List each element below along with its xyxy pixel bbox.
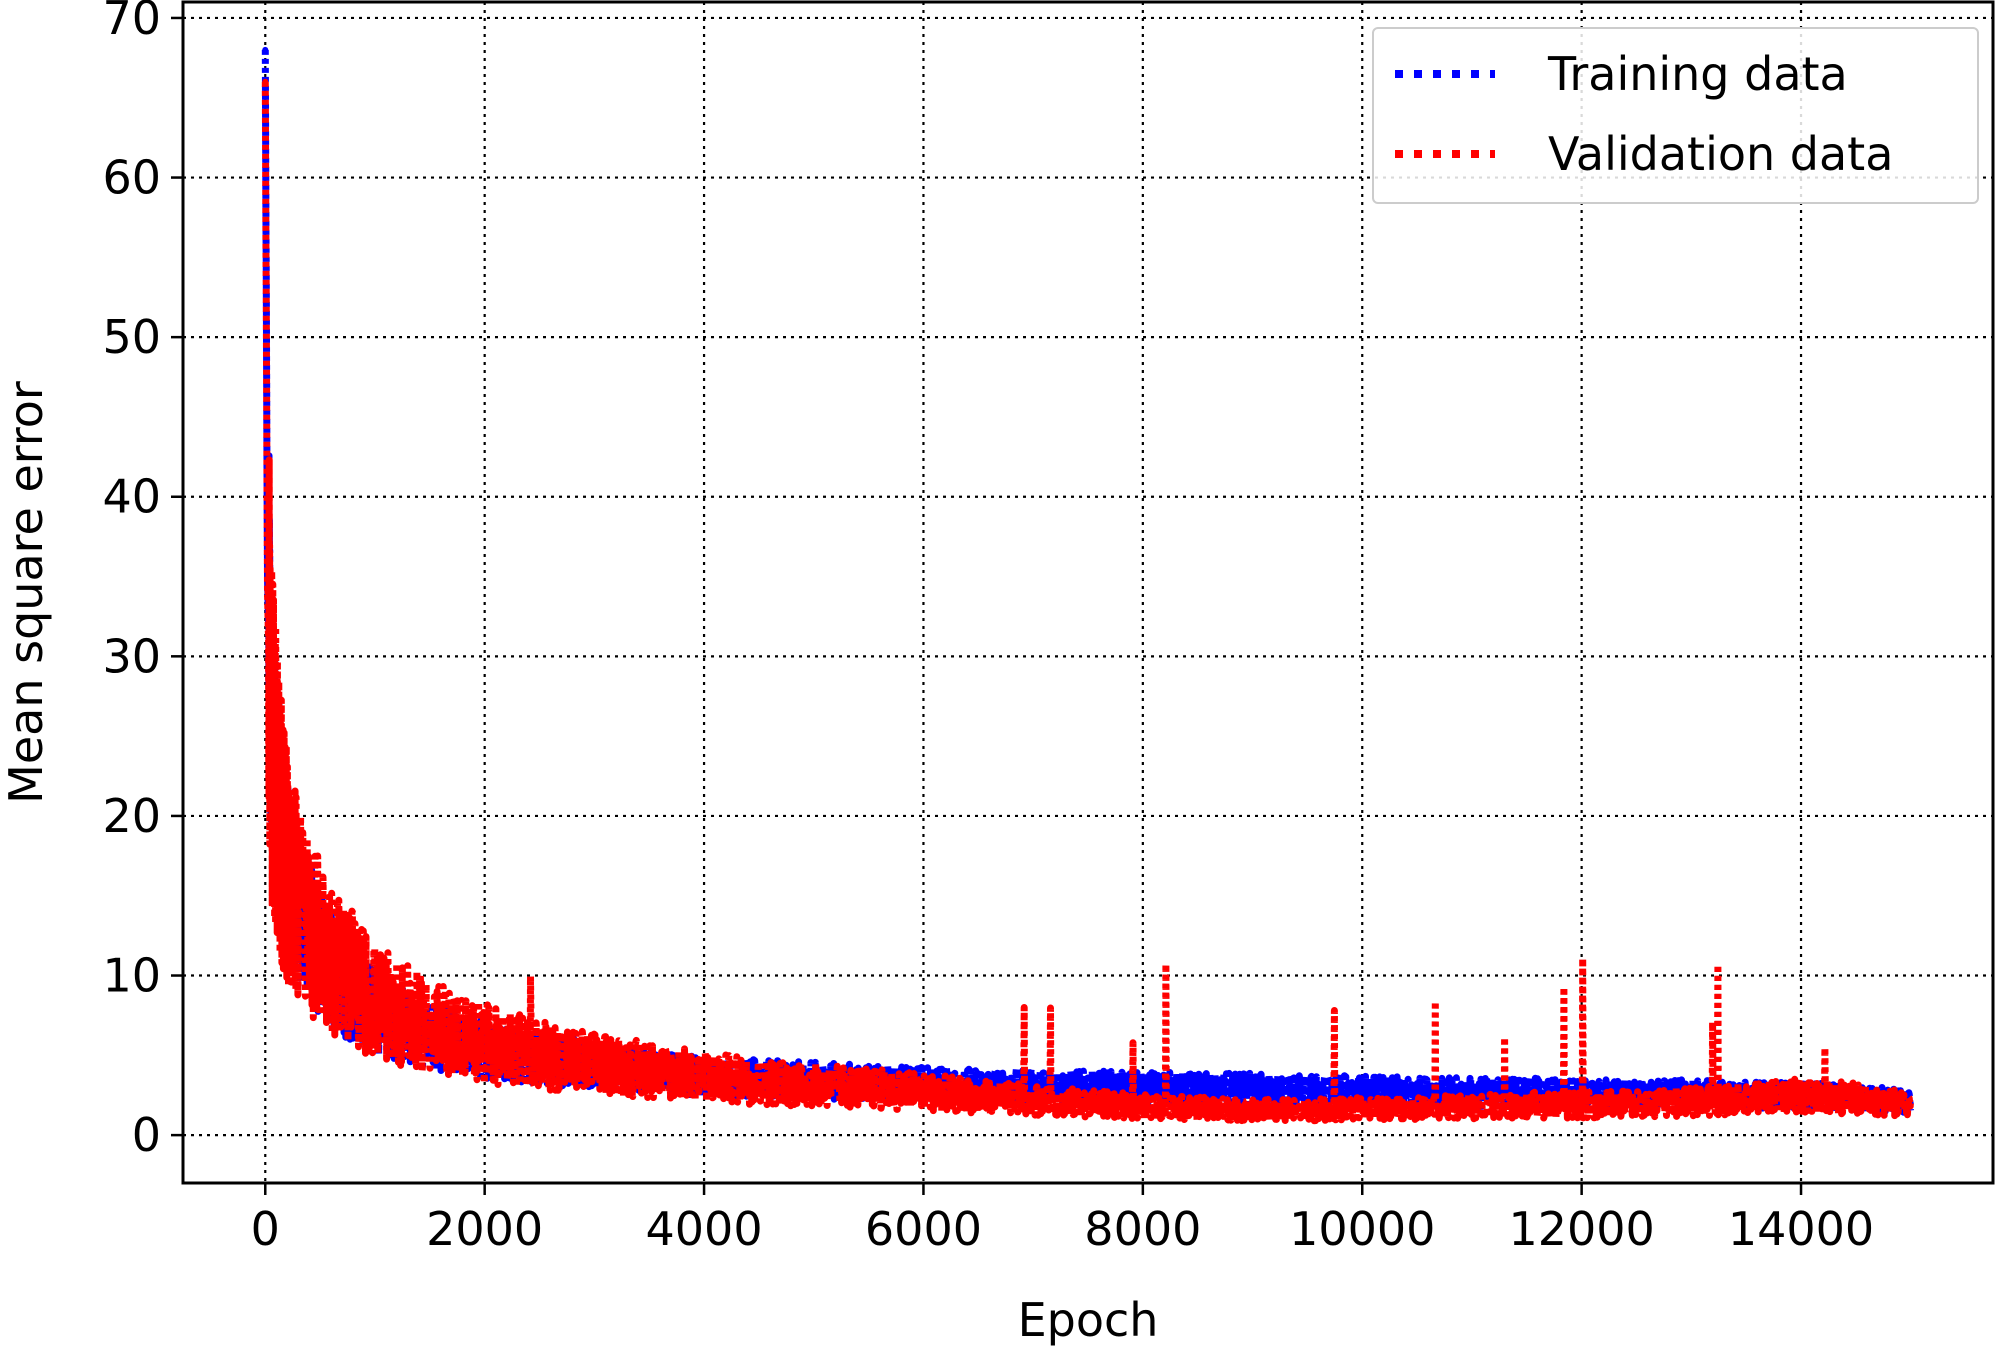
data-point-validation [1359, 1106, 1366, 1113]
y-tick-label: 70 [102, 0, 161, 45]
y-axis-title: Mean square error [0, 381, 53, 804]
data-point-validation [1139, 1104, 1146, 1111]
y-tick-label: 40 [102, 470, 161, 524]
data-point-validation [1852, 1097, 1859, 1104]
data-point-validation [264, 589, 271, 596]
data-point-training [1249, 1087, 1256, 1094]
data-point-training [1359, 1089, 1366, 1096]
y-tick-label: 0 [132, 1108, 161, 1162]
data-point-validation [262, 78, 269, 85]
data-point-validation [267, 733, 274, 740]
data-point-training [262, 46, 269, 53]
y-tick-label: 60 [102, 151, 161, 205]
data-point-validation [755, 1081, 762, 1088]
axis-ticks: 0 2000 4000 6000 8000 10000 12000 14000 0 10 20 30 4… [102, 0, 1874, 1256]
data-point-validation [273, 796, 280, 803]
x-tick-label: 8000 [1084, 1202, 1201, 1256]
data-point-validation [339, 972, 346, 979]
data-point-training [1194, 1087, 1201, 1094]
axes-frame [181, 0, 1995, 1185]
x-tick-label: 2000 [426, 1202, 543, 1256]
data-point-validation [1249, 1108, 1256, 1115]
legend-label-validation: Validation data [1548, 127, 1893, 181]
data-point-validation [295, 908, 302, 915]
grid-lines [183, 2, 1993, 1183]
data-point-validation [865, 1087, 872, 1094]
x-tick-label: 10000 [1289, 1202, 1435, 1256]
data-point-training [1139, 1085, 1146, 1092]
x-tick-label: 6000 [865, 1202, 982, 1256]
data-point-validation [1688, 1100, 1695, 1107]
x-tick-label: 4000 [646, 1202, 763, 1256]
data-point-validation [975, 1095, 982, 1102]
y-tick-label: 20 [102, 789, 161, 843]
data-point-validation [481, 1044, 488, 1051]
data-point-validation [1085, 1101, 1091, 1108]
series-line-training [261, 49, 1914, 1116]
x-tick-label: 0 [251, 1202, 280, 1256]
data-point-validation [591, 1063, 598, 1070]
data-point-validation [646, 1069, 653, 1076]
y-tick-label: 10 [102, 949, 161, 1003]
data-point-validation [426, 1028, 433, 1035]
x-tick-label: 12000 [1508, 1202, 1654, 1256]
data-point-validation [317, 948, 324, 955]
x-axis-title: Epoch [1018, 1293, 1159, 1347]
series-area [261, 46, 1914, 1125]
data-point-validation [1523, 1103, 1530, 1110]
data-point-validation [1743, 1097, 1750, 1104]
data-point-validation [1304, 1108, 1311, 1115]
legend: Training data Validation data [1372, 27, 1979, 204]
data-point-validation [1414, 1106, 1421, 1113]
data-point-validation [1578, 1103, 1585, 1110]
data-point-validation [1798, 1093, 1805, 1100]
x-tick-label: 14000 [1728, 1202, 1874, 1256]
series-line-validation [261, 81, 1914, 1125]
data-point-validation [371, 1004, 378, 1011]
data-point-validation [1030, 1098, 1037, 1105]
data-point-validation [1907, 1103, 1914, 1110]
data-point-validation [1633, 1101, 1640, 1108]
y-tick-label: 30 [102, 629, 161, 683]
data-point-validation [536, 1055, 543, 1062]
data-point-validation [920, 1090, 927, 1097]
data-point-validation [278, 844, 285, 851]
data-point-training [1304, 1089, 1311, 1096]
data-point-validation [701, 1076, 708, 1083]
data-point-validation [810, 1084, 817, 1091]
data-point-validation [1194, 1106, 1201, 1113]
legend-box [1372, 27, 1979, 204]
y-tick-label: 50 [102, 310, 161, 364]
data-point-validation [1468, 1104, 1475, 1111]
legend-label-training: Training data [1547, 47, 1848, 101]
data-point-validation [284, 876, 291, 883]
